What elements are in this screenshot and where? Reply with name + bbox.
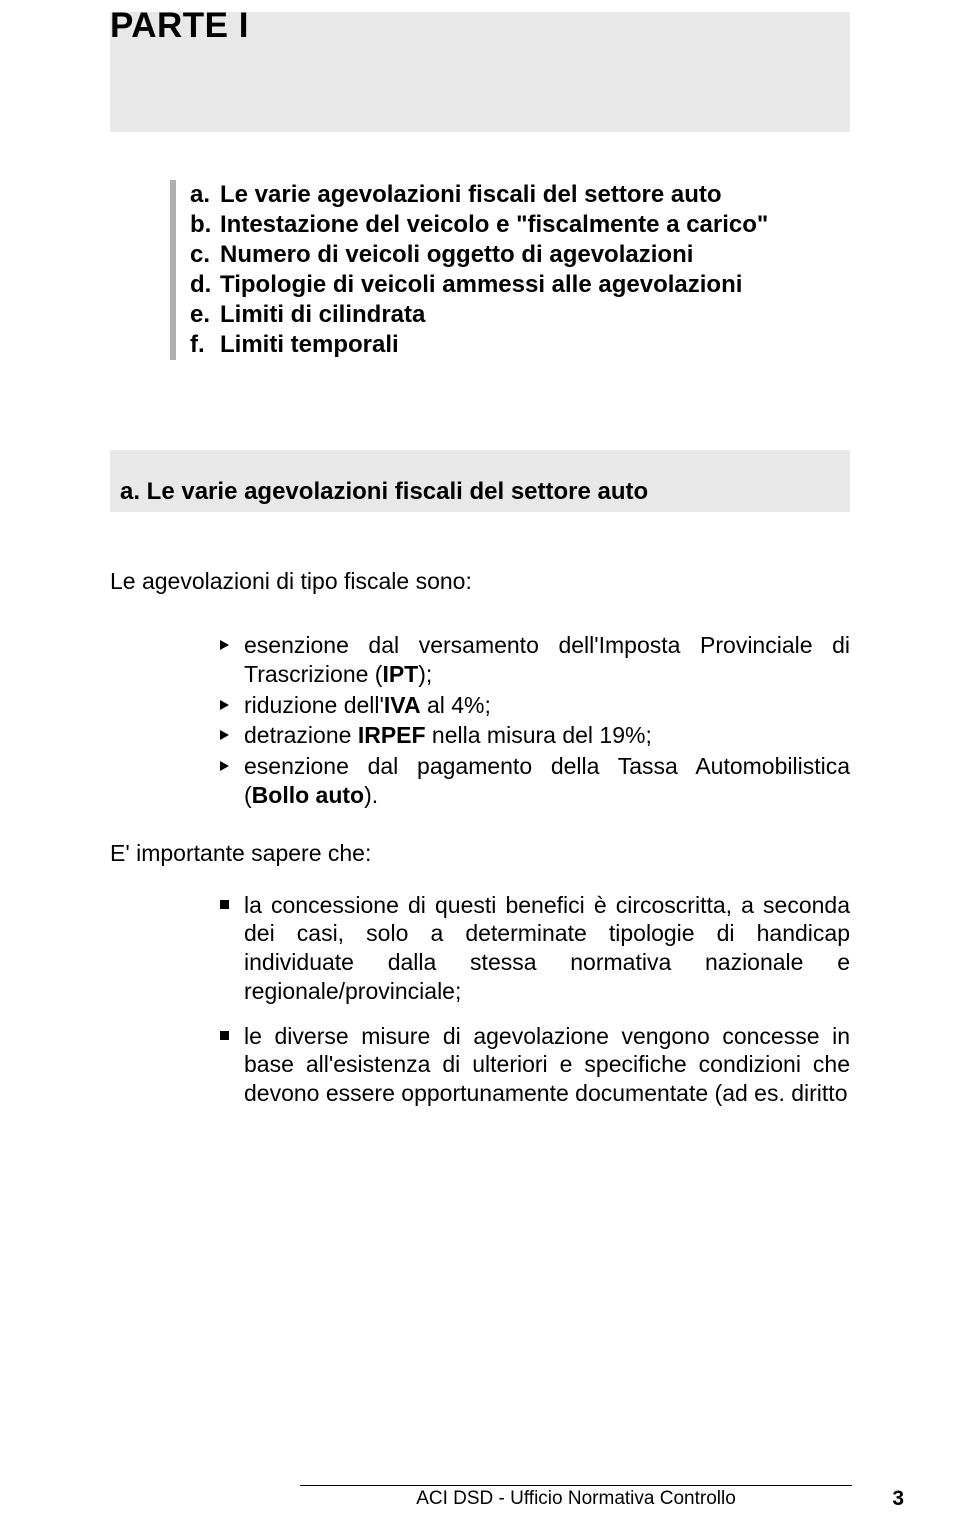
- toc-text: Numero di veicoli oggetto di agevolazion…: [220, 240, 850, 270]
- square-list: la concessione di questi benefici è circ…: [220, 891, 850, 1108]
- arrow-bold: IPT: [382, 661, 418, 687]
- toc-letter: c.: [190, 240, 220, 270]
- footer: ACI DSD - Ufficio Normativa Controllo 3: [0, 1485, 960, 1510]
- arrow-post: ).: [364, 782, 378, 808]
- arrow-post: nella misura del 19%;: [426, 722, 652, 748]
- arrow-pre: esenzione dal versamento dell'Imposta Pr…: [244, 632, 850, 687]
- intro-text: Le agevolazioni di tipo fiscale sono:: [110, 568, 850, 595]
- toc-letter: a.: [190, 180, 220, 210]
- arrow-list: esenzione dal versamento dell'Imposta Pr…: [220, 631, 850, 810]
- square-item: le diverse misure di agevolazione vengon…: [220, 1022, 850, 1108]
- arrow-item: detrazione IRPEF nella misura del 19%;: [220, 721, 850, 750]
- arrow-post: );: [418, 661, 432, 687]
- arrow-item: riduzione dell'IVA al 4%;: [220, 691, 850, 720]
- toc-letter: e.: [190, 300, 220, 330]
- toc-letter: f.: [190, 330, 220, 360]
- arrow-bold: IRPEF: [358, 722, 426, 748]
- arrow-item: esenzione dal versamento dell'Imposta Pr…: [220, 631, 850, 689]
- arrow-post: al 4%;: [421, 692, 491, 718]
- toc-letter: b.: [190, 210, 220, 240]
- arrow-pre: riduzione dell': [244, 692, 384, 718]
- subheading-band: a. Le varie agevolazioni fiscali del set…: [110, 450, 850, 512]
- arrow-pre: detrazione: [244, 722, 358, 748]
- toc-item: f. Limiti temporali: [190, 330, 850, 360]
- toc-item: d. Tipologie di veicoli ammessi alle age…: [190, 270, 850, 300]
- toc-text: Limiti temporali: [220, 330, 850, 360]
- toc-letter: d.: [190, 270, 220, 300]
- page: PARTE I a. Le varie agevolazioni fiscali…: [0, 12, 960, 1528]
- page-title: PARTE I: [110, 6, 249, 46]
- important-label: E' importante sapere che:: [110, 840, 850, 867]
- toc-item: c. Numero di veicoli oggetto di agevolaz…: [190, 240, 850, 270]
- arrow-bold: IVA: [384, 692, 421, 718]
- title-band: PARTE I: [110, 12, 850, 132]
- toc-block: a. Le varie agevolazioni fiscali del set…: [170, 180, 850, 360]
- toc-text: Intestazione del veicolo e "fiscalmente …: [220, 210, 850, 240]
- toc-item: e. Limiti di cilindrata: [190, 300, 850, 330]
- toc-text: Le varie agevolazioni fiscali del settor…: [220, 180, 850, 210]
- toc-item: b. Intestazione del veicolo e "fiscalmen…: [190, 210, 850, 240]
- square-item: la concessione di questi benefici è circ…: [220, 891, 850, 1006]
- subheading: a. Le varie agevolazioni fiscali del set…: [120, 478, 840, 506]
- footer-text: ACI DSD - Ufficio Normativa Controllo: [300, 1485, 852, 1510]
- toc-item: a. Le varie agevolazioni fiscali del set…: [190, 180, 850, 210]
- toc-text: Limiti di cilindrata: [220, 300, 850, 330]
- arrow-bold: Bollo auto: [252, 782, 364, 808]
- arrow-item: esenzione dal pagamento della Tassa Auto…: [220, 752, 850, 810]
- toc-text: Tipologie di veicoli ammessi alle agevol…: [220, 270, 850, 300]
- page-number: 3: [892, 1487, 904, 1511]
